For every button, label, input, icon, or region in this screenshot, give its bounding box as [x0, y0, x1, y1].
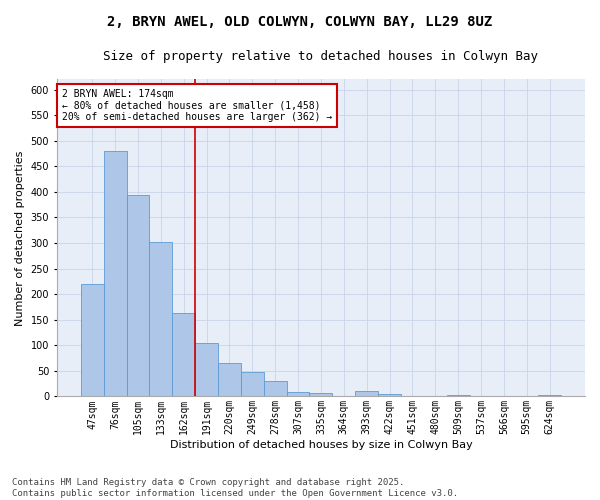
Bar	[195, 342, 218, 396]
Bar	[172, 313, 195, 396]
Y-axis label: Number of detached properties: Number of detached properties	[15, 150, 25, 326]
X-axis label: Distribution of detached houses by size in Colwyn Bay: Distribution of detached houses by size …	[170, 440, 472, 450]
Text: 2, BRYN AWEL, OLD COLWYN, COLWYN BAY, LL29 8UZ: 2, BRYN AWEL, OLD COLWYN, COLWYN BAY, LL…	[107, 15, 493, 29]
Bar	[287, 392, 310, 396]
Bar	[127, 196, 149, 396]
Bar	[149, 242, 172, 396]
Bar	[378, 394, 401, 396]
Bar	[446, 395, 470, 396]
Bar	[104, 151, 127, 396]
Bar	[355, 392, 378, 396]
Bar	[241, 372, 264, 396]
Title: Size of property relative to detached houses in Colwyn Bay: Size of property relative to detached ho…	[103, 50, 538, 63]
Text: 2 BRYN AWEL: 174sqm
← 80% of detached houses are smaller (1,458)
20% of semi-det: 2 BRYN AWEL: 174sqm ← 80% of detached ho…	[62, 89, 332, 122]
Bar	[81, 284, 104, 397]
Text: Contains HM Land Registry data © Crown copyright and database right 2025.
Contai: Contains HM Land Registry data © Crown c…	[12, 478, 458, 498]
Bar	[310, 393, 332, 396]
Bar	[264, 381, 287, 396]
Bar	[218, 363, 241, 396]
Bar	[538, 395, 561, 396]
